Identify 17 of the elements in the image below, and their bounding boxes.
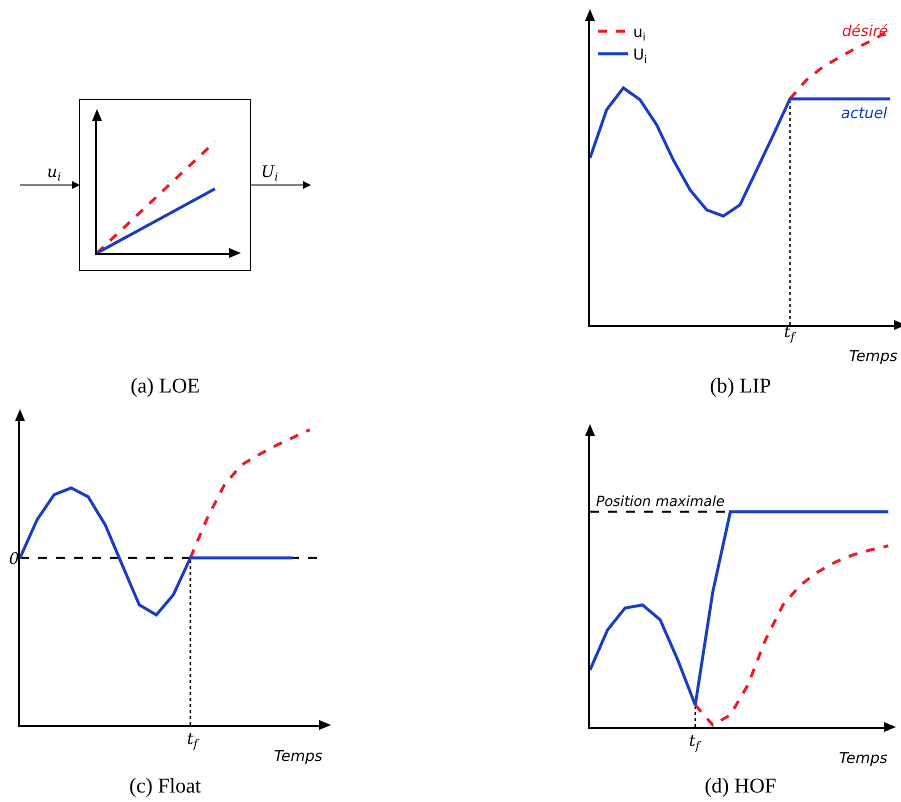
legend-label: U$_{i}$ (633, 46, 648, 66)
annotation: actuel (841, 104, 888, 122)
text: (d) HOF (704, 773, 776, 798)
annotation: U$_{i}$ (261, 162, 278, 184)
text: (c) Float (129, 773, 202, 798)
text: t$_{f}$ (689, 731, 702, 752)
annotation: u$_{i}$ (47, 162, 62, 184)
annotation: désiré (842, 22, 888, 40)
annotation: 0 (9, 549, 20, 568)
x-axis-title: Temps (839, 749, 888, 767)
text: t$_{f}$ (187, 729, 200, 750)
legend-label: u$_{i}$ (633, 23, 646, 44)
x-axis-title: Temps (274, 747, 323, 765)
text: (a) LOE (130, 373, 200, 398)
text: (b) LIP (710, 373, 772, 398)
ref-line-label: Position maximale (596, 494, 725, 510)
x-axis-title: Temps (849, 347, 898, 365)
